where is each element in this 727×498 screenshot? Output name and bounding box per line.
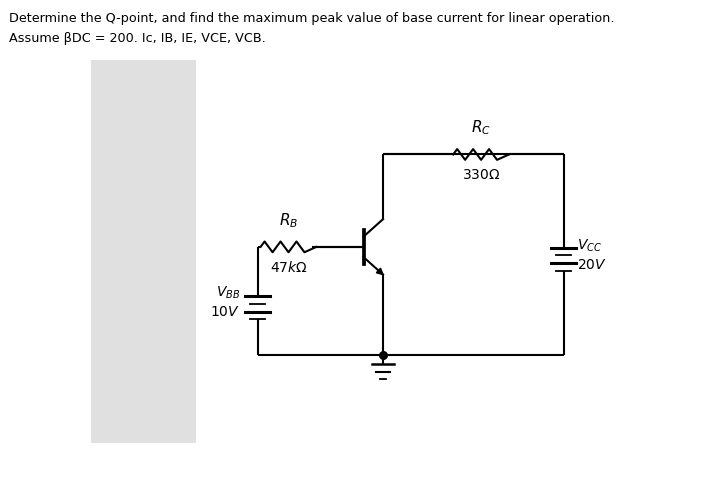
Text: $20V$: $20V$ xyxy=(577,258,607,272)
Bar xyxy=(91,60,196,443)
Text: $47k\Omega$: $47k\Omega$ xyxy=(270,260,308,275)
Text: $10V$: $10V$ xyxy=(211,305,241,319)
Text: $V_{BB}$: $V_{BB}$ xyxy=(216,285,241,301)
Text: $R_C$: $R_C$ xyxy=(471,118,491,137)
Polygon shape xyxy=(377,268,383,274)
Text: $R_B$: $R_B$ xyxy=(279,211,298,230)
Text: Determine the Q-point, and find the maximum peak value of base current for linea: Determine the Q-point, and find the maxi… xyxy=(9,12,614,25)
Text: Assume βDC = 200. Ic, IB, IE, VCE, VCB.: Assume βDC = 200. Ic, IB, IE, VCE, VCB. xyxy=(9,32,265,45)
Text: $V_{CC}$: $V_{CC}$ xyxy=(577,238,602,254)
Text: $330\Omega$: $330\Omega$ xyxy=(462,167,500,182)
